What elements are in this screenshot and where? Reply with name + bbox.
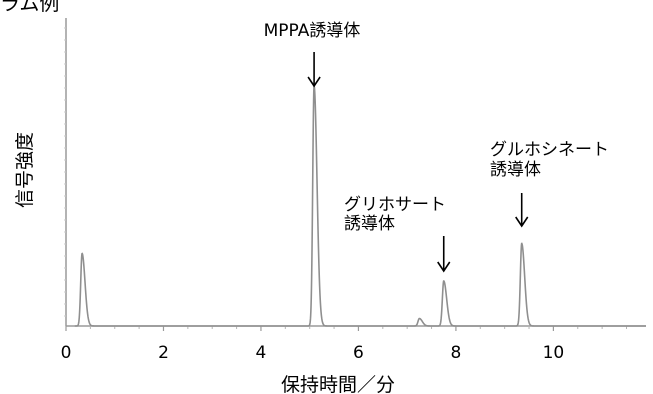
- axes: [65, 18, 646, 327]
- signal-line: [74, 83, 646, 327]
- x-tick-label: 6: [353, 343, 364, 363]
- x-tick-label: 2: [158, 343, 169, 363]
- x-axis-title: 保持時間／分: [281, 374, 395, 394]
- x-tick-label: 4: [256, 343, 267, 363]
- peak-label: MPPA誘導体: [264, 21, 361, 41]
- x-tick-label: 10: [543, 343, 565, 363]
- peak-label: 誘導体: [344, 214, 395, 234]
- chromatogram-trace: [74, 83, 646, 327]
- x-tick-label: 8: [451, 343, 462, 363]
- peak-arrow-head: [437, 261, 451, 273]
- title-fragment: ラム例: [0, 0, 59, 15]
- peak-label: グリホサート: [344, 195, 446, 215]
- peak-arrow-head: [307, 76, 321, 88]
- x-tick-label: 0: [61, 343, 72, 363]
- peak-arrow-head: [515, 216, 529, 228]
- peak-label: 誘導体: [490, 160, 541, 180]
- y-axis-title: 信号強度: [14, 132, 36, 208]
- peak-label: グルホシネート: [490, 140, 609, 160]
